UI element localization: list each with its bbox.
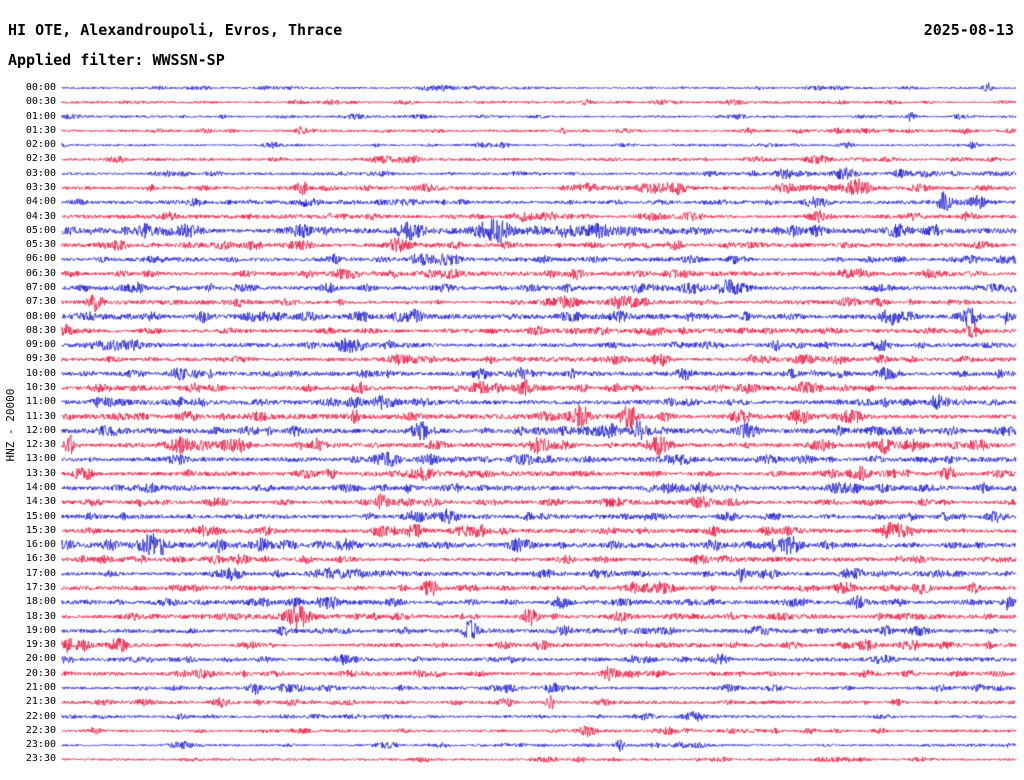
helicorder-page: HI OTE, Alexandroupoli, Evros, Thrace 20… xyxy=(0,0,1024,780)
seismogram-traces xyxy=(0,0,1024,780)
